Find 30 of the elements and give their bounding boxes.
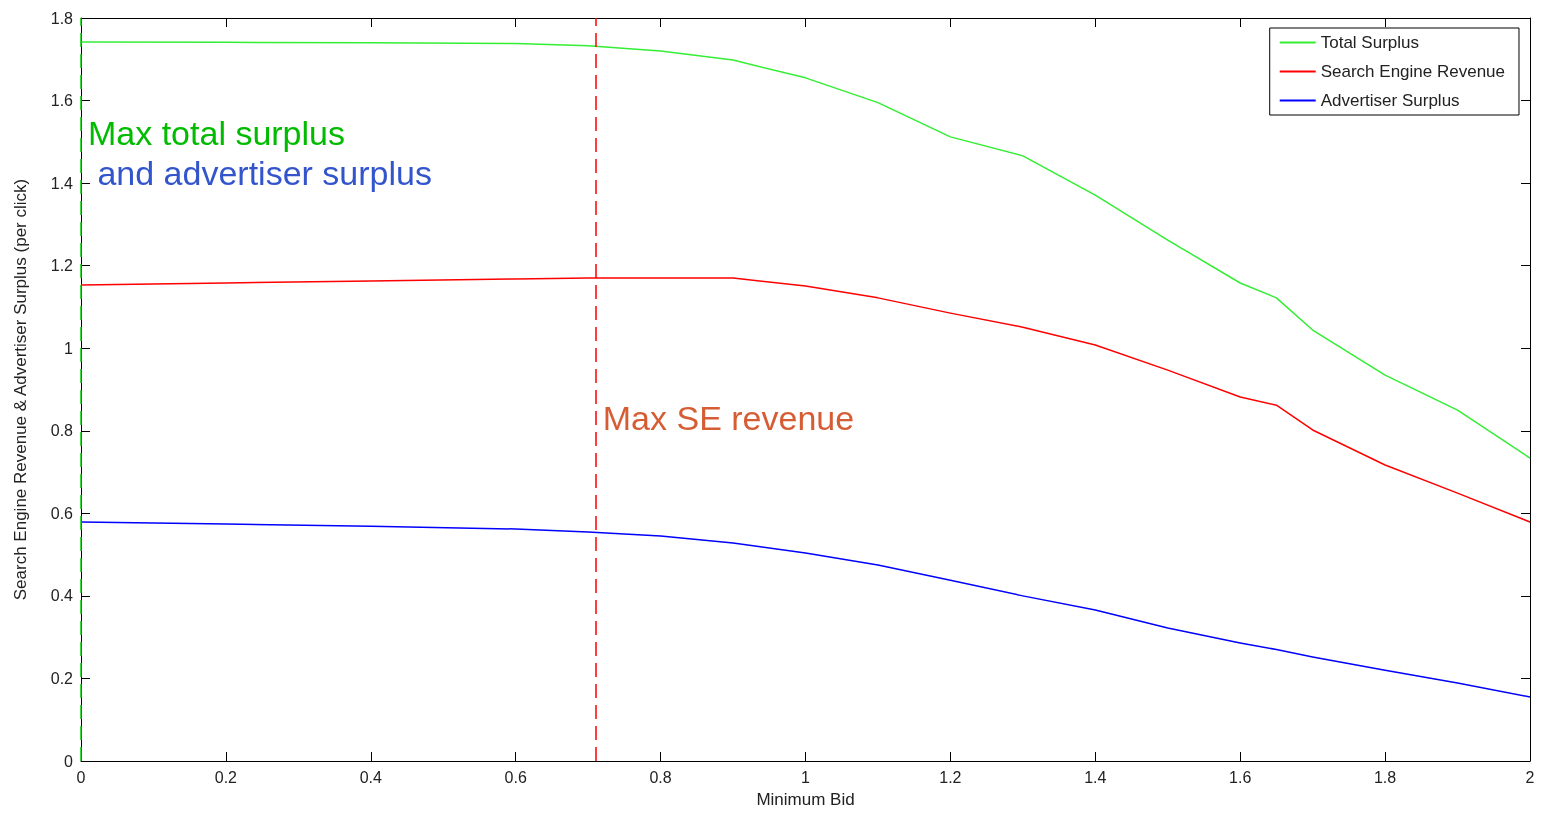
x-tick-label: 0 xyxy=(76,768,86,786)
x-tick-label: 0.6 xyxy=(504,768,527,786)
y-tick-label: 0.8 xyxy=(50,422,74,440)
y-tick-label: 1 xyxy=(64,339,74,357)
x-tick-label: 0.8 xyxy=(649,768,672,786)
x-tick-label: 0.2 xyxy=(214,768,238,786)
x-axis-title: Minimum Bid xyxy=(756,790,855,809)
annotation: Max SE revenue xyxy=(602,399,855,438)
y-tick-label: 1.8 xyxy=(50,9,74,27)
x-tick-label: 1.6 xyxy=(1229,768,1252,786)
line-series xyxy=(80,521,1531,698)
annotation: and advertiser surplus xyxy=(88,154,432,192)
y-tick-label: 1.4 xyxy=(50,174,74,192)
y-axis-title: Search Engine Revenue & Advertiser Surplus (per click) xyxy=(11,178,30,601)
y-tick-label: 1.2 xyxy=(50,257,74,275)
y-tick-label: 1.6 xyxy=(50,92,74,110)
annotation: Max total surplus xyxy=(88,114,345,152)
y-tick-label: 0.6 xyxy=(50,504,74,522)
y-tick-label: 0 xyxy=(64,752,74,770)
x-tick-label: 2 xyxy=(1525,768,1535,786)
legend-label: Advertiser Surplus xyxy=(1320,91,1460,110)
x-tick-label: 1.8 xyxy=(1373,768,1397,786)
y-tick-label: 0.4 xyxy=(50,587,74,605)
y-tick-label: 0.2 xyxy=(50,669,74,687)
legend-label: Search Engine Revenue xyxy=(1320,62,1505,81)
x-tick-label: 0.4 xyxy=(359,768,383,786)
x-tick-label: 1 xyxy=(801,768,811,786)
legend-label: Total Surplus xyxy=(1320,33,1419,52)
x-tick-label: 1.4 xyxy=(1084,768,1107,786)
x-tick-label: 1.2 xyxy=(939,768,962,786)
